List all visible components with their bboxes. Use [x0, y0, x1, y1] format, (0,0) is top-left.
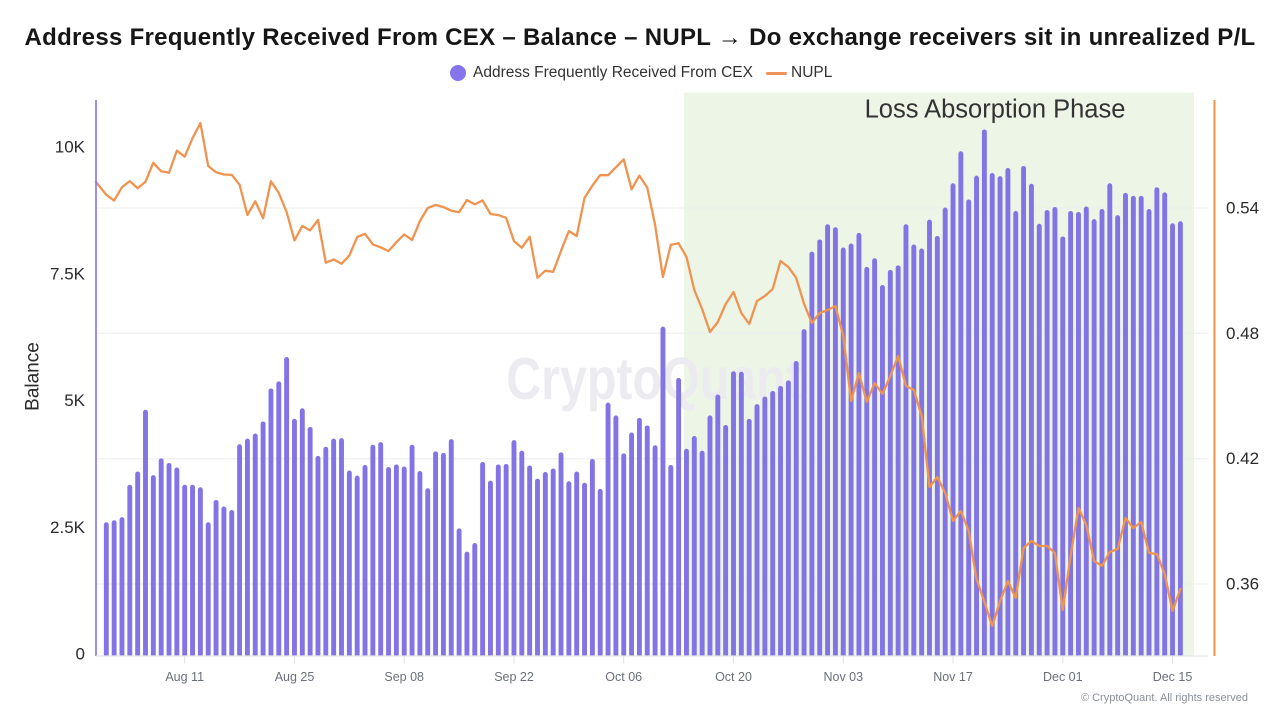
- svg-text:0.54: 0.54: [1226, 199, 1259, 218]
- svg-text:2.5K: 2.5K: [50, 518, 86, 537]
- svg-text:7.5K: 7.5K: [50, 264, 86, 283]
- svg-text:0.42: 0.42: [1226, 449, 1259, 468]
- svg-text:© CryptoQuant. All rights rese: © CryptoQuant. All rights reserved: [1081, 692, 1248, 704]
- svg-text:Oct 06: Oct 06: [605, 670, 642, 684]
- svg-text:10K: 10K: [55, 138, 86, 157]
- svg-text:5K: 5K: [64, 391, 85, 410]
- svg-text:Sep 08: Sep 08: [384, 670, 424, 684]
- svg-text:Nov 17: Nov 17: [933, 670, 973, 684]
- svg-text:Sep 22: Sep 22: [494, 670, 534, 684]
- svg-text:0: 0: [76, 645, 85, 664]
- svg-text:CryptoQuant: CryptoQuant: [506, 347, 802, 413]
- svg-text:Dec 15: Dec 15: [1153, 670, 1193, 684]
- svg-text:Balance: Balance: [23, 342, 44, 411]
- svg-text:Aug 25: Aug 25: [275, 670, 315, 684]
- svg-text:Loss Absorption Phase: Loss Absorption Phase: [865, 96, 1126, 124]
- svg-text:Oct 20: Oct 20: [715, 670, 752, 684]
- svg-text:Aug 11: Aug 11: [165, 670, 204, 684]
- svg-text:Dec 01: Dec 01: [1043, 670, 1083, 684]
- svg-text:Nov 03: Nov 03: [823, 670, 863, 684]
- svg-text:0.48: 0.48: [1226, 324, 1259, 343]
- svg-text:0.36: 0.36: [1226, 575, 1259, 594]
